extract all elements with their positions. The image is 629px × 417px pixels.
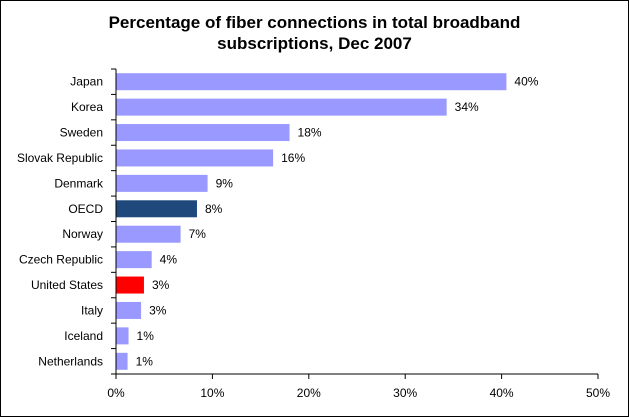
- data-label: 16%: [281, 151, 305, 165]
- bar-denmark: [116, 174, 208, 192]
- x-tick-label: 50%: [586, 386, 610, 400]
- category-label: Netherlands: [38, 354, 103, 368]
- data-label: 18%: [298, 126, 322, 140]
- data-label: 3%: [152, 278, 170, 292]
- bar-iceland: [116, 327, 129, 345]
- bar-norway: [116, 225, 181, 243]
- category-label: Sweden: [60, 126, 103, 140]
- bar-czech-republic: [116, 251, 152, 269]
- data-label: 40%: [514, 75, 538, 89]
- category-label: Czech Republic: [19, 253, 103, 267]
- x-tick-label: 40%: [490, 386, 514, 400]
- chart-title: Percentage of fiber connections in total…: [0, 12, 629, 54]
- category-label: OECD: [68, 202, 103, 216]
- bar-sweden: [116, 124, 290, 142]
- data-label: 34%: [455, 100, 479, 114]
- data-label: 3%: [149, 303, 167, 317]
- data-label: 4%: [160, 253, 178, 267]
- x-tick-label: 20%: [297, 386, 321, 400]
- x-tick-label: 30%: [393, 386, 417, 400]
- data-label: 1%: [137, 329, 155, 343]
- data-label: 7%: [189, 227, 207, 241]
- data-label: 9%: [216, 176, 234, 190]
- category-label: Japan: [70, 75, 103, 89]
- bar-united-states: [116, 276, 144, 294]
- category-label: Slovak Republic: [17, 151, 103, 165]
- category-label: Denmark: [54, 176, 104, 190]
- category-label: Iceland: [64, 329, 103, 343]
- chart-title-line-2: subscriptions, Dec 2007: [217, 34, 412, 53]
- bar-japan: [116, 73, 507, 91]
- data-label: 8%: [205, 202, 223, 216]
- bar-oecd: [116, 200, 197, 218]
- data-label: 1%: [136, 354, 154, 368]
- chart-title-line-1: Percentage of fiber connections in total…: [108, 13, 521, 32]
- category-label: Italy: [81, 303, 103, 317]
- x-tick-label: 0%: [107, 386, 125, 400]
- category-label: United States: [31, 278, 103, 292]
- x-tick-label: 10%: [200, 386, 224, 400]
- bar-korea: [116, 98, 447, 116]
- bar-slovak-republic: [116, 149, 274, 167]
- category-label: Korea: [71, 100, 103, 114]
- bar-italy: [116, 301, 142, 319]
- category-label: Norway: [62, 227, 103, 241]
- bar-netherlands: [116, 352, 128, 370]
